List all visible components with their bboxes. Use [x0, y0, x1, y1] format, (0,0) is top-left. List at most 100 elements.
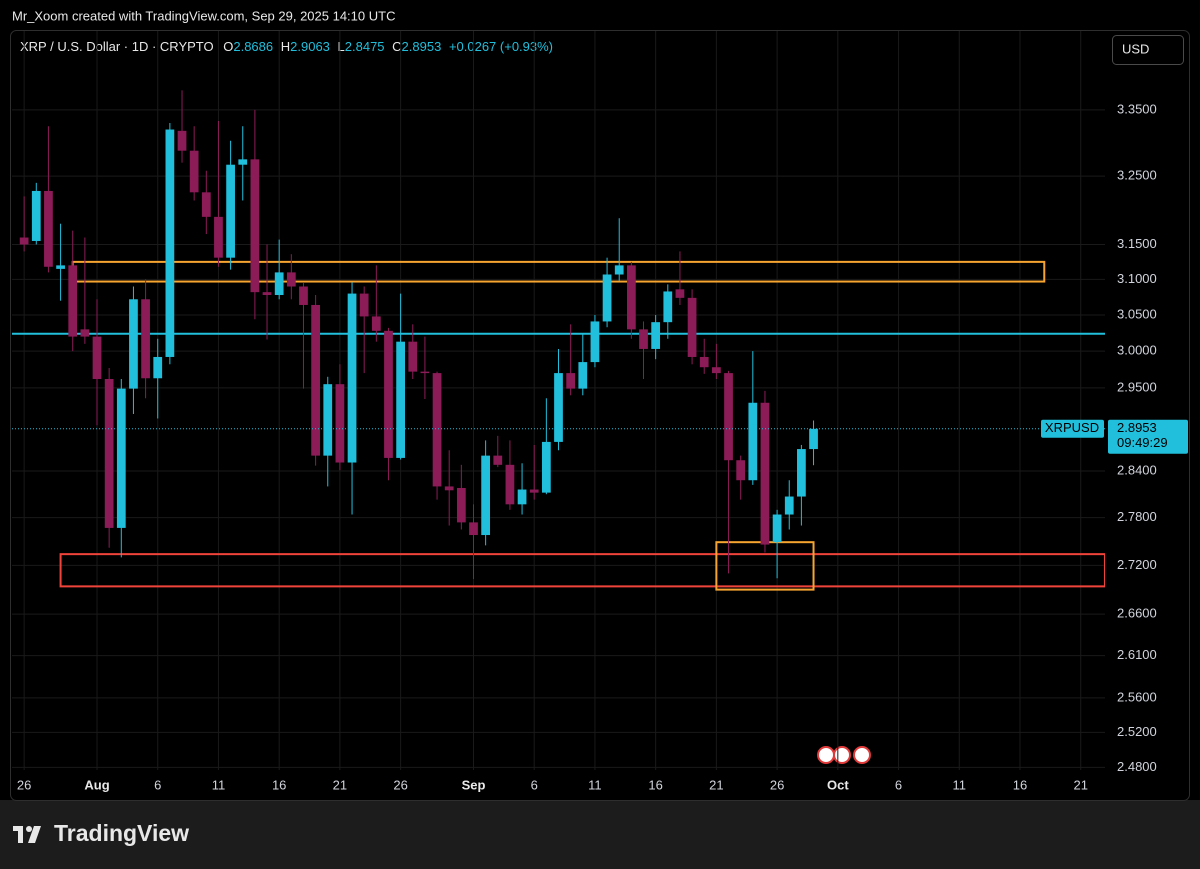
candle-body: [104, 379, 114, 528]
x-tick-label: 21: [709, 777, 723, 792]
candle-body: [687, 297, 697, 357]
y-tick-label: 3.1000: [1117, 271, 1157, 286]
y-tick-label: 2.7800: [1117, 509, 1157, 524]
x-tick-label: Oct: [827, 777, 849, 792]
logo: [13, 826, 41, 843]
candle-body: [129, 299, 138, 389]
x-tick-label: 6: [531, 777, 538, 792]
candle-body: [809, 428, 818, 450]
candle-body: [432, 373, 442, 487]
candle-body: [153, 356, 163, 379]
candle-body: [92, 336, 102, 380]
countdown: 09:49:29: [1117, 435, 1168, 450]
candle-body: [469, 522, 478, 536]
candle-body: [311, 304, 320, 456]
x-tick-label: 6: [895, 777, 902, 792]
price-tag-box: [1108, 419, 1188, 454]
y-tick-label: 2.5600: [1117, 689, 1157, 704]
y-tick-label: 3.0500: [1117, 306, 1157, 321]
y-tick-label: 3.1500: [1117, 236, 1157, 251]
ohlc-value: 2.8686: [233, 39, 273, 54]
y-tick-label: 2.7200: [1117, 557, 1157, 572]
candle-body: [578, 362, 588, 389]
candle-body: [323, 384, 333, 456]
candle-body: [456, 487, 466, 523]
currency[interactable]: USD: [1122, 41, 1149, 56]
candle-body: [712, 367, 721, 374]
x-tick-label: 16: [648, 777, 662, 792]
candle-body: [420, 371, 430, 374]
candle-body: [359, 293, 369, 317]
candle-body: [226, 164, 235, 258]
y-tick-label: 3.3500: [1117, 101, 1157, 116]
candle-body: [602, 274, 612, 322]
event-icon: [817, 746, 835, 764]
candle-body: [141, 299, 150, 379]
plot: [12, 31, 1105, 770]
candle-body: [116, 388, 126, 528]
event-icon: [833, 746, 851, 764]
candle-body: [626, 265, 636, 330]
candle-body: [371, 316, 381, 331]
symbol-tag-box: [1041, 419, 1104, 438]
x-tick-label: 11: [588, 777, 602, 792]
candle-body: [505, 464, 515, 505]
candle-body: [177, 130, 187, 151]
candle-body: [614, 265, 624, 275]
candle-body: [493, 455, 503, 465]
candle-body: [286, 272, 296, 287]
logo-mark: [18, 826, 23, 843]
x-tick-label: 16: [272, 777, 286, 792]
candle-body: [396, 341, 405, 458]
candle-body: [663, 291, 673, 323]
logo-mark: [26, 826, 32, 832]
candle-body: [517, 489, 527, 505]
candle-body: [31, 190, 41, 241]
candle-body: [651, 322, 661, 349]
x-tick-label: 26: [770, 777, 784, 792]
candle-body: [724, 373, 733, 461]
ohlc-label: C: [392, 39, 401, 54]
candle-body: [165, 129, 175, 357]
x-tick-label: Aug: [84, 777, 109, 792]
ohlc-value: 2.9063: [290, 39, 330, 54]
event-icons: [817, 746, 871, 764]
candle-body: [384, 330, 393, 458]
currency-button[interactable]: [1112, 35, 1184, 65]
candle-body: [541, 441, 551, 493]
x-tick-label: 11: [953, 777, 967, 792]
candle-body: [408, 341, 418, 372]
ohlc-value: 2.8953: [402, 39, 442, 54]
y-tick-label: 3.2500: [1117, 168, 1157, 183]
candle-body: [529, 489, 539, 493]
candle-body: [554, 373, 563, 442]
brand: TradingView: [54, 820, 189, 846]
candle-body: [189, 150, 199, 193]
y-tick-label: 2.4800: [1117, 759, 1157, 774]
candle-body: [736, 460, 746, 481]
candle-body: [238, 159, 248, 165]
candle-body: [699, 356, 709, 368]
candle-body: [481, 455, 491, 536]
candle-body: [201, 192, 211, 217]
symbol-tag: XRPUSD: [1045, 420, 1099, 435]
price-tag: 2.8953: [1117, 420, 1157, 435]
candle-body: [80, 329, 90, 337]
ohlc-value: 2.8475: [345, 39, 385, 54]
candle-body: [590, 321, 600, 363]
ohlc-label: H: [281, 39, 290, 54]
ohlc-label: L: [338, 39, 345, 54]
x-tick-label: 11: [212, 777, 226, 792]
y-tick-label: 3.0000: [1117, 343, 1157, 358]
candle-body: [19, 237, 29, 245]
y-tick-label: 2.5200: [1117, 724, 1157, 739]
legend: XRP / U.S. Dollar · 1D · CRYPTO O2.8686 …: [20, 39, 553, 54]
x-tick-label: Sep: [462, 777, 486, 792]
x-tick-label: 26: [17, 777, 31, 792]
candle-body: [639, 329, 648, 349]
ohlc-label: O: [223, 39, 233, 54]
candle-body: [444, 486, 454, 491]
symbol: XRP / U.S. Dollar · 1D · CRYPTO: [20, 39, 214, 54]
candle-body: [214, 216, 223, 258]
